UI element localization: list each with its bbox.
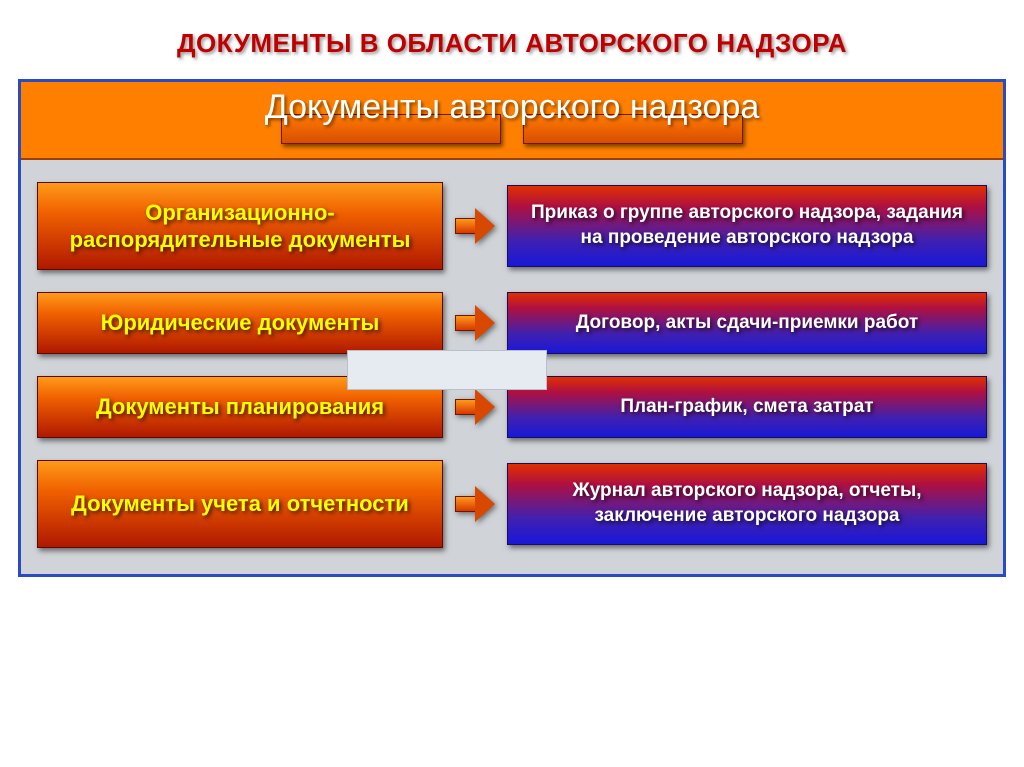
arrow-icon bbox=[443, 486, 507, 522]
header-label: Документы авторского надзора bbox=[21, 88, 1003, 127]
category-box: Организационно-распорядительные документ… bbox=[37, 182, 443, 270]
detail-box: Журнал авторского надзора, отчеты, заклю… bbox=[507, 463, 987, 545]
arrow-icon bbox=[443, 389, 507, 425]
arrow-icon bbox=[443, 208, 507, 244]
diagram-row: Юридические документы Договор, акты сдачи… bbox=[37, 292, 987, 354]
detail-box: Приказ о группе авторского надзора, зада… bbox=[507, 185, 987, 267]
category-box: Юридические документы bbox=[37, 292, 443, 354]
arrow-icon bbox=[443, 305, 507, 341]
rows-container: Организационно-распорядительные документ… bbox=[21, 160, 1003, 574]
detail-box: План-график, смета затрат bbox=[507, 376, 987, 438]
category-box: Документы учета и отчетности bbox=[37, 460, 443, 548]
page-title: ДОКУМЕНТЫ В ОБЛАСТИ АВТОРСКОГО НАДЗОРА bbox=[0, 0, 1024, 71]
diagram-frame: Документы авторского надзора Организацио… bbox=[18, 79, 1006, 577]
diagram-row: Организационно-распорядительные документ… bbox=[37, 182, 987, 270]
overlay-block bbox=[347, 350, 547, 390]
detail-box: Договор, акты сдачи-приемки работ bbox=[507, 292, 987, 354]
diagram-row: Документы учета и отчетности Журнал автор… bbox=[37, 460, 987, 548]
header-band: Документы авторского надзора bbox=[21, 82, 1003, 160]
